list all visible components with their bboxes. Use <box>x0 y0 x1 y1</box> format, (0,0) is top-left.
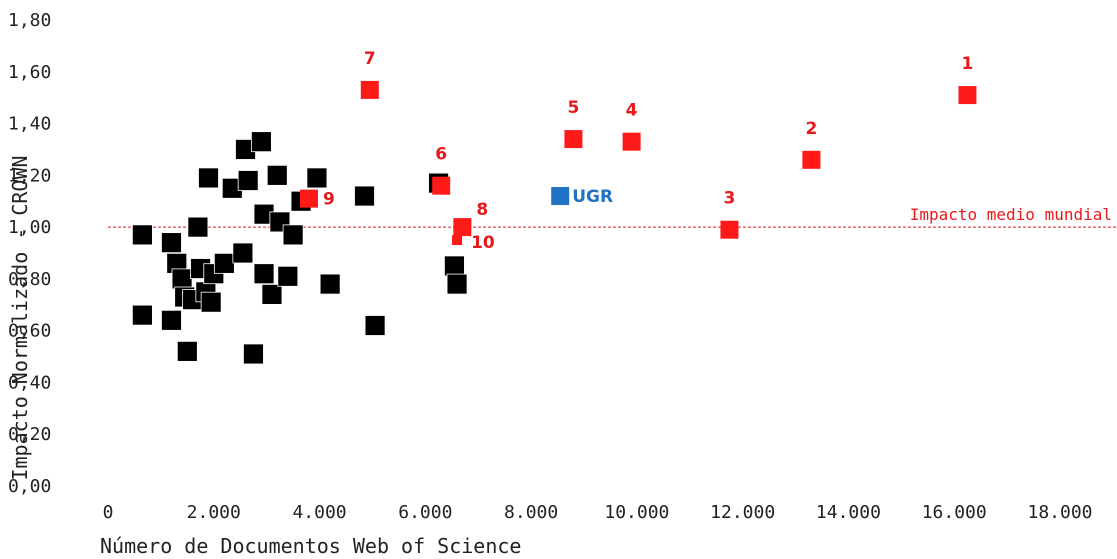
university-point <box>306 167 328 189</box>
other-universities-layer <box>131 131 468 365</box>
university-point <box>131 224 153 246</box>
x-tick-label: 8.000 <box>504 502 558 523</box>
university-point <box>161 232 182 254</box>
x-tick-label: 14.000 <box>816 502 881 523</box>
top-university-point <box>958 86 977 105</box>
rank-label: 4 <box>626 101 638 121</box>
ugr-label: UGR <box>572 187 613 207</box>
x-tick-label: 6.000 <box>398 502 452 523</box>
y-axis-title: Impacto Normalizado - CROWN <box>8 155 32 480</box>
y-tick-label: 0,00 <box>8 476 51 497</box>
university-point <box>131 304 153 326</box>
university-point <box>187 216 209 238</box>
y-tick-label: 0,20 <box>8 424 51 445</box>
x-tick-label: 10.000 <box>604 502 669 523</box>
x-tick-label: 2.000 <box>187 502 241 523</box>
ugr-layer: UGR <box>551 187 613 207</box>
university-point <box>446 273 468 295</box>
rank-label: 8 <box>476 200 488 220</box>
rank-label: 9 <box>323 190 335 210</box>
axis-layer: 0,00 0,20 0,40 0,60 0,80 1,00 1,20 1,40 1,60 1,80… <box>8 10 1093 558</box>
y-tick-label: 1,40 <box>8 114 51 135</box>
university-point <box>250 131 272 153</box>
y-tick-label: 1,20 <box>8 165 51 186</box>
top-universities-layer: 1 2 3 4 5 6 7 8 9 10 <box>299 49 977 253</box>
university-point <box>282 224 304 246</box>
rank-label: 1 <box>962 54 974 74</box>
reference-layer: Impacto medio mundial <box>108 205 1117 228</box>
x-tick-label: 0 <box>103 502 114 523</box>
y-tick-label: 1,00 <box>8 217 51 238</box>
top-university-point <box>453 218 472 237</box>
university-point <box>266 164 288 186</box>
top-university-point <box>622 132 641 151</box>
world-average-label: Impacto medio mundial <box>910 205 1112 224</box>
y-tick-label: 0,40 <box>8 372 51 393</box>
university-point <box>444 255 465 277</box>
university-point <box>198 167 219 189</box>
university-point <box>354 185 375 207</box>
university-point <box>243 343 264 365</box>
university-point <box>213 252 235 274</box>
y-tick-label: 1,60 <box>8 62 51 83</box>
university-point <box>171 268 193 290</box>
x-tick-label: 12.000 <box>710 502 775 523</box>
university-point <box>200 291 222 313</box>
y-tick-label: 0,80 <box>8 269 51 290</box>
university-point <box>232 242 254 264</box>
top-university-point <box>299 189 318 208</box>
university-point <box>319 273 341 295</box>
top-university-point <box>564 130 583 149</box>
x-tick-label: 16.000 <box>922 502 987 523</box>
top-university-point <box>452 235 463 246</box>
y-tick-label: 1,80 <box>8 10 51 31</box>
x-axis-title: Número de Documentos Web of Science <box>100 534 521 558</box>
top-university-point <box>360 80 379 99</box>
top-university-point <box>802 150 821 169</box>
x-tick-label: 4.000 <box>292 502 346 523</box>
top-university-point <box>432 176 451 195</box>
rank-label: 3 <box>724 189 736 209</box>
y-tick-label: 0,60 <box>8 321 51 342</box>
rank-label: 7 <box>364 49 376 69</box>
university-point <box>364 315 386 336</box>
university-point <box>261 284 283 305</box>
rank-label: 2 <box>806 119 818 139</box>
university-point <box>176 340 198 362</box>
top-university-point <box>720 220 739 239</box>
rank-label: 10 <box>471 233 495 253</box>
rank-label: 5 <box>568 98 580 118</box>
rank-label: 6 <box>435 145 447 165</box>
university-point <box>253 263 275 285</box>
university-point <box>237 170 259 191</box>
x-tick-label: 18.000 <box>1027 502 1092 523</box>
university-point <box>161 309 182 331</box>
ugr-point <box>551 187 570 206</box>
university-point <box>277 265 299 287</box>
